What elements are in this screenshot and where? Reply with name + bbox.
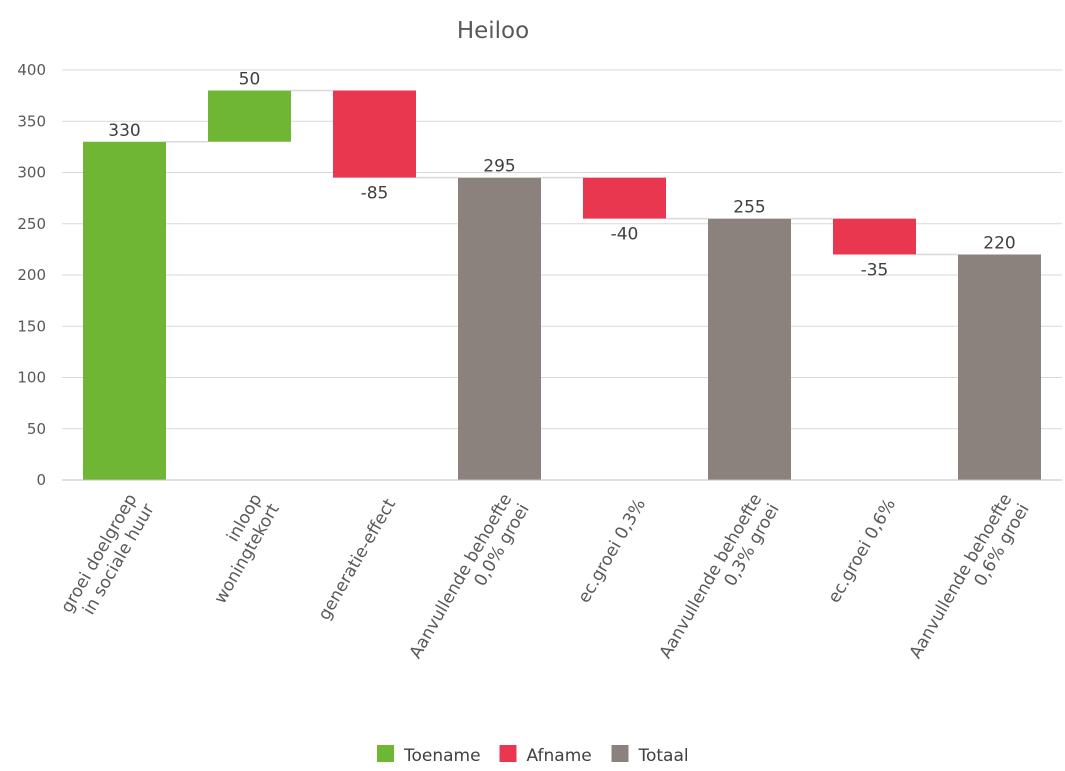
bar-total: [958, 254, 1041, 480]
bar-decrease: [333, 90, 416, 178]
data-label: 330: [108, 121, 140, 141]
data-label: -40: [611, 225, 639, 245]
y-tick-label: 200: [17, 266, 46, 284]
y-tick-label: 50: [27, 420, 46, 438]
bar-decrease: [583, 177, 666, 219]
legend-label-total: Totaal: [638, 746, 689, 766]
legend-swatch-decrease: [499, 745, 517, 762]
gridlines: [62, 69, 1062, 481]
legend: Toename Afname Totaal: [377, 745, 689, 766]
bar-total: [458, 177, 541, 480]
bar-decrease: [833, 218, 916, 255]
legend-label-decrease: Afname: [527, 746, 592, 766]
y-tick-label: 100: [17, 369, 46, 387]
legend-swatch-total: [611, 745, 629, 762]
legend-swatch-increase: [377, 745, 394, 762]
x-tick-label-line: Aanvullende behoefte: [406, 491, 517, 663]
y-tick-label: 150: [17, 317, 46, 335]
x-tick-label-line: Aanvullende behoefte: [906, 491, 1017, 663]
bar-total: [708, 218, 791, 480]
y-tick-label: 350: [17, 112, 46, 130]
data-label: 295: [483, 157, 515, 177]
data-label: 220: [983, 234, 1015, 254]
x-tick-label-line: generatie-effect: [314, 495, 400, 624]
chart-title: Heiloo: [457, 18, 529, 44]
y-tick-label: 0: [36, 471, 46, 489]
x-tick-label-line: ec.groei 0,3%: [574, 496, 650, 607]
x-tick-label-line: ec.groei 0,6%: [824, 496, 900, 607]
x-tick-label: ec.groei 0,6%: [824, 496, 900, 607]
y-tick-label: 300: [17, 164, 46, 182]
y-axis: 0 50 100 150 200 250 300 350 400: [17, 61, 46, 489]
y-tick-label: 400: [17, 61, 46, 79]
connector-lines: [166, 89, 958, 256]
data-label: 50: [239, 70, 261, 90]
data-label: 255: [733, 198, 765, 218]
data-labels: 330 50 -85 295 -40 255 -35 220: [108, 70, 1015, 281]
x-tick-label: ec.groei 0,3%: [574, 496, 650, 607]
bar-increase: [208, 90, 291, 142]
bar-increase: [83, 141, 166, 480]
y-tick-label: 250: [17, 215, 46, 233]
data-label: -85: [361, 184, 389, 204]
legend-label-increase: Toename: [403, 746, 481, 766]
bars: [83, 90, 1041, 480]
data-label: -35: [861, 261, 889, 281]
x-tick-label: generatie-effect: [314, 495, 400, 624]
x-tick-label-line: Aanvullende behoefte: [656, 491, 767, 663]
